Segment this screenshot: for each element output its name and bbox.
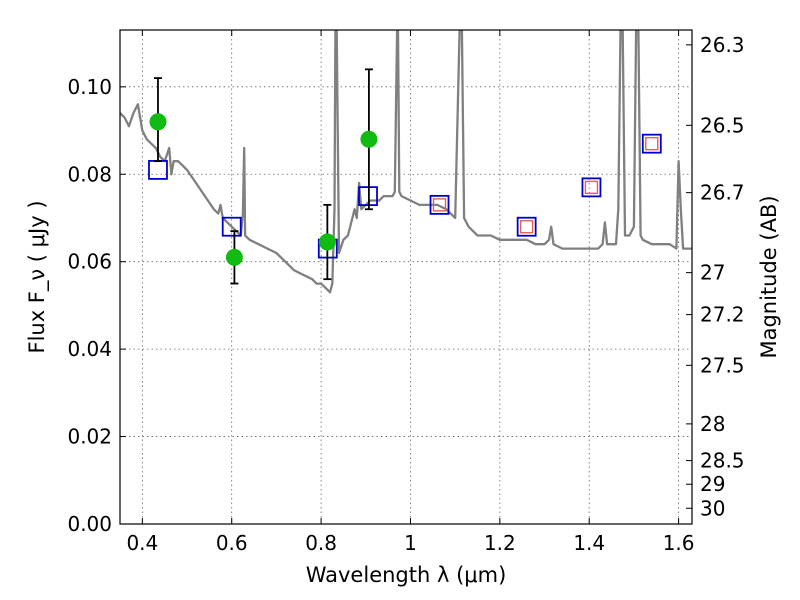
x-tick-label: 1.4 [573,531,605,555]
y2-tick-label: 28 [700,412,725,436]
x-axis: 0.4 0.6 0.8 1 1.2 1.4 1.6 [126,30,695,555]
model-flux-inner-square [432,198,447,212]
y-tick-label: 0.02 [67,425,112,449]
y2-tick-label: 27.5 [700,353,745,377]
y2-tick-label: 26.7 [700,181,745,205]
model-flux-inner-square [645,136,659,151]
y-tick-label: 0.00 [67,512,112,536]
y2-axis-label: Magnitude (AB) [757,195,781,358]
model-flux-square [581,177,602,198]
model-flux-square [516,216,537,237]
x-tick-label: 1 [404,531,417,555]
y-axis-label: Flux F_ν ( μJy ) [25,200,50,353]
observed-flux-point [318,233,336,251]
y-axis: 0.00 0.02 0.04 0.06 0.08 0.10 [67,75,126,536]
model-flux-square [641,133,662,154]
y-tick-label: 0.08 [67,162,112,186]
y2-tick-label: 26.3 [700,33,745,57]
model-flux-inner-square [519,220,534,234]
plot-marks [120,30,692,294]
y2-tick-label: 30 [700,496,725,520]
x-tick-label: 1.6 [663,531,695,555]
x-tick-label: 0.6 [216,531,248,555]
x-axis-label: Wavelength λ (μm) [306,563,507,587]
y2-tick-label: 29 [700,472,725,496]
plot-area [120,30,692,524]
y-tick-label: 0.06 [67,250,112,274]
observed-flux-point [225,248,243,266]
x-tick-label: 0.8 [305,531,337,555]
y-tick-label: 0.04 [67,337,112,361]
y2-tick-label: 26.5 [700,113,745,137]
model-flux-square [221,216,242,237]
observed-flux-point [149,113,167,131]
model-flux-square [429,194,450,215]
model-flux-inner-square [584,180,599,195]
observed-flux-point [360,130,378,148]
y2-tick-label: 27.2 [700,303,745,327]
y-tick-label: 0.10 [67,75,112,99]
plot-frame [119,29,693,525]
spectrum-line [120,30,692,294]
x-tick-label: 1.2 [484,531,516,555]
y2-tick-label: 28.5 [700,449,745,473]
x-tick-label: 0.4 [126,531,158,555]
y2-tick-label: 27 [700,261,725,285]
